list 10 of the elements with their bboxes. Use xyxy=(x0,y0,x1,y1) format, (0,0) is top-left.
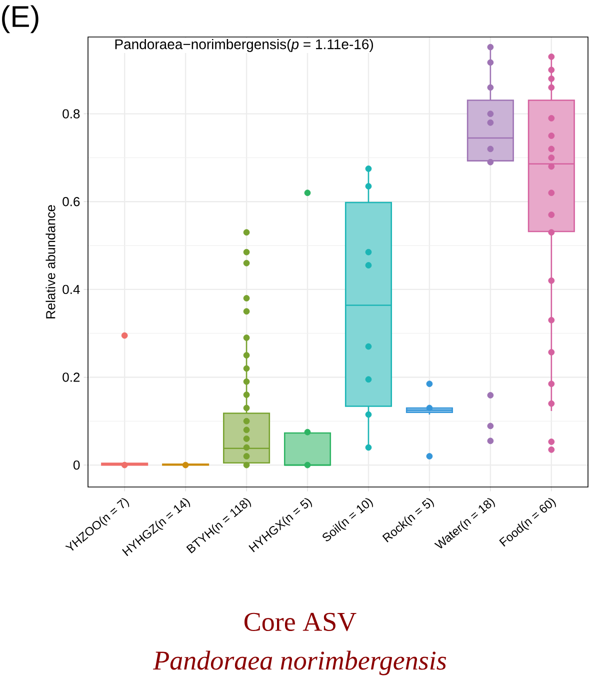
y-tick-label: 0.4 xyxy=(62,284,80,294)
text: Core ASV xyxy=(244,612,356,632)
y-tick-label: 0.6 xyxy=(62,197,80,206)
y-tick-label: 0.8 xyxy=(62,109,80,118)
text: Pandoraea norimbergensis xyxy=(152,650,446,676)
text: (E) xyxy=(2,5,38,34)
y-tick-label: 0.2 xyxy=(62,372,80,382)
y-axis-title: Relative abundance xyxy=(46,205,56,318)
y-tick-label: 0 xyxy=(73,460,80,470)
chart-title: Pandoraea−norimbergensis(p = 1.11e-16) xyxy=(115,38,374,52)
